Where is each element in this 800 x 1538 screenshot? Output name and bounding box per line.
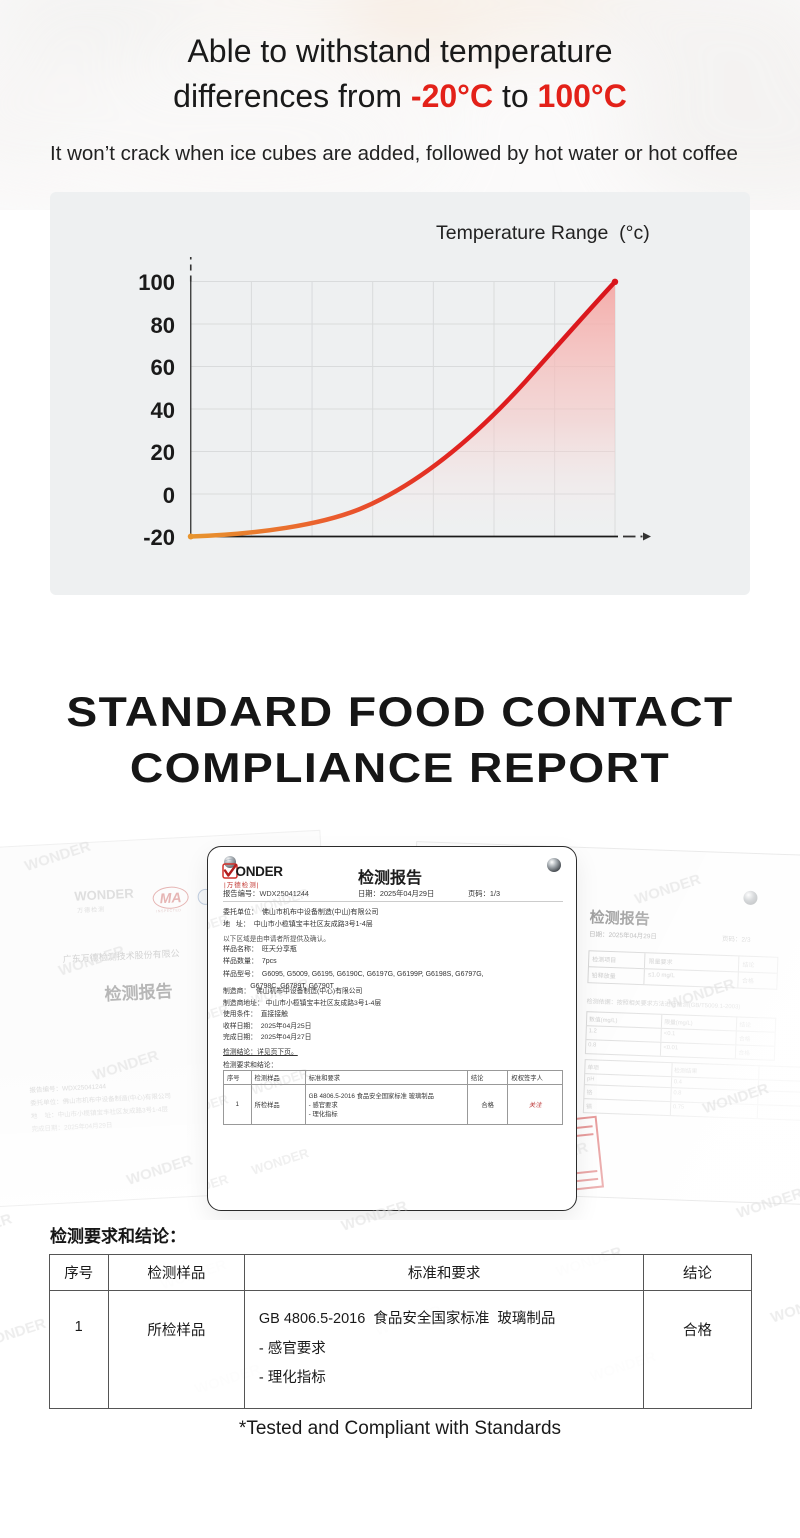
svg-text:ONDER: ONDER [236,864,284,879]
